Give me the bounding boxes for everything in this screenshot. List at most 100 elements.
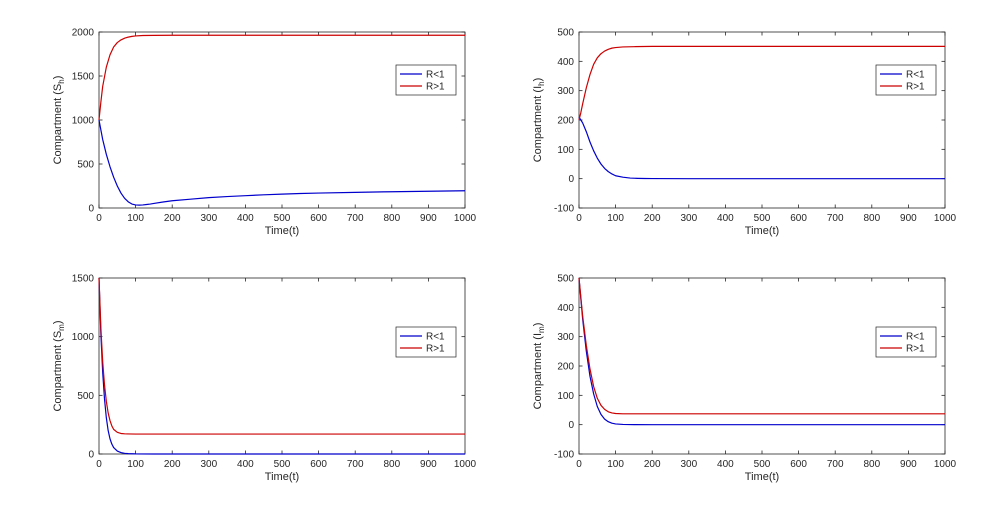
y-axis-label-close: ): [532, 78, 544, 82]
series-line-r-less-1: [98, 277, 465, 455]
x-tick-label: 500: [754, 459, 771, 470]
x-tick-label: 700: [347, 459, 364, 470]
x-axis-label: Time(t): [265, 225, 299, 237]
x-tick-label: 900: [420, 459, 437, 470]
y-tick-label: 0: [568, 174, 574, 185]
chart-panel-1: 0 100 200 300 400 500 600 700 800 900 1000 0 500 1000…: [52, 28, 477, 238]
series-line-r-less-1: [578, 277, 945, 426]
y-axis-label-close: ): [532, 323, 544, 327]
series-line-r-greater-1: [98, 277, 465, 435]
y-axis-label: Compartment (Im): [532, 323, 546, 410]
y-tick-label: 1000: [72, 332, 95, 343]
legend-label: R>1: [906, 344, 925, 355]
legend-box: [875, 326, 937, 358]
x-tick-label: 600: [310, 213, 327, 224]
legend: R<1R>1: [395, 326, 457, 358]
axes-box: [578, 277, 946, 455]
x-tick-label: 700: [347, 213, 364, 224]
x-tick-label: 600: [310, 459, 327, 470]
x-tick-label: 800: [383, 213, 400, 224]
axes-box: [98, 31, 466, 209]
x-tick-label: 700: [827, 459, 844, 470]
y-axis-label-main: Compartment (I: [532, 333, 544, 409]
x-tick-label: 500: [274, 459, 291, 470]
y-tick-label: 0: [88, 204, 94, 215]
y-tick-label: -100: [554, 204, 574, 215]
y-axis-label: Compartment (Sh): [52, 76, 66, 165]
x-tick-label: 800: [863, 213, 880, 224]
x-tick-label: 400: [237, 459, 254, 470]
x-tick-label: 300: [200, 213, 217, 224]
x-tick-label: 200: [164, 213, 181, 224]
x-tick-label: 1000: [454, 459, 477, 470]
y-axis-label-close: ): [52, 76, 64, 80]
legend: R<1R>1: [395, 64, 457, 96]
y-axis-label: Compartment (Ih): [532, 78, 546, 163]
y-tick-label: 400: [557, 303, 574, 314]
legend-label: R<1: [426, 70, 445, 81]
y-tick-label: 100: [557, 145, 574, 156]
y-tick-label: 100: [557, 391, 574, 402]
legend-label: R<1: [426, 332, 445, 343]
legend: R<1R>1: [875, 64, 937, 96]
x-tick-label: 0: [576, 459, 582, 470]
x-tick-label: 1000: [454, 213, 477, 224]
legend-label: R>1: [426, 344, 445, 355]
axes-box: [98, 277, 466, 455]
legend-box: [395, 64, 457, 96]
x-axis-label: Time(t): [745, 225, 779, 237]
x-tick-label: 500: [754, 213, 771, 224]
y-tick-label: 1500: [72, 274, 95, 285]
y-tick-label: 2000: [72, 28, 95, 39]
y-axis-label-main: Compartment (S: [52, 331, 64, 412]
x-tick-label: 0: [96, 213, 102, 224]
y-tick-label: 300: [557, 332, 574, 343]
x-tick-label: 400: [717, 213, 734, 224]
y-tick-label: 200: [557, 362, 574, 373]
y-tick-label: 500: [557, 274, 574, 285]
y-tick-label: 0: [88, 450, 94, 461]
x-tick-label: 100: [607, 459, 624, 470]
x-tick-label: 500: [274, 213, 291, 224]
x-axis-label: Time(t): [745, 471, 779, 483]
x-tick-label: 800: [863, 459, 880, 470]
y-axis-label-main: Compartment (S: [52, 84, 64, 165]
x-tick-label: 400: [237, 213, 254, 224]
x-tick-label: 200: [644, 459, 661, 470]
x-tick-label: 0: [96, 459, 102, 470]
series-line-r-greater-1: [578, 277, 945, 415]
series-line-r-greater-1: [98, 34, 465, 121]
y-axis-label-subscript: m: [57, 324, 66, 331]
x-tick-label: 900: [900, 459, 917, 470]
x-axis-label: Time(t): [265, 471, 299, 483]
legend: R<1R>1: [875, 326, 937, 358]
y-axis-label-main: Compartment (I: [532, 86, 544, 162]
y-tick-label: 0: [568, 420, 574, 431]
series-line-r-less-1: [98, 119, 466, 206]
y-axis-label-subscript: m: [537, 326, 546, 333]
x-tick-label: 600: [790, 459, 807, 470]
y-tick-label: 500: [557, 28, 574, 39]
x-tick-label: 400: [717, 459, 734, 470]
y-tick-label: 500: [77, 391, 94, 402]
y-tick-label: 200: [557, 116, 574, 127]
x-tick-label: 100: [127, 213, 144, 224]
x-tick-label: 800: [383, 459, 400, 470]
x-tick-label: 600: [790, 213, 807, 224]
legend-label: R>1: [906, 82, 925, 93]
legend-box: [395, 326, 457, 358]
x-tick-label: 900: [420, 213, 437, 224]
y-tick-label: 1500: [72, 72, 95, 83]
y-axis-label-subscript: h: [57, 79, 66, 83]
legend-box: [875, 64, 937, 96]
x-tick-label: 100: [607, 213, 624, 224]
x-tick-label: 200: [644, 213, 661, 224]
axes-box: [578, 31, 946, 209]
y-tick-label: 1000: [72, 116, 95, 127]
legend-label: R>1: [426, 82, 445, 93]
x-tick-label: 700: [827, 213, 844, 224]
x-tick-label: 900: [900, 213, 917, 224]
x-tick-label: 200: [164, 459, 181, 470]
y-axis-label-subscript: h: [537, 81, 546, 85]
